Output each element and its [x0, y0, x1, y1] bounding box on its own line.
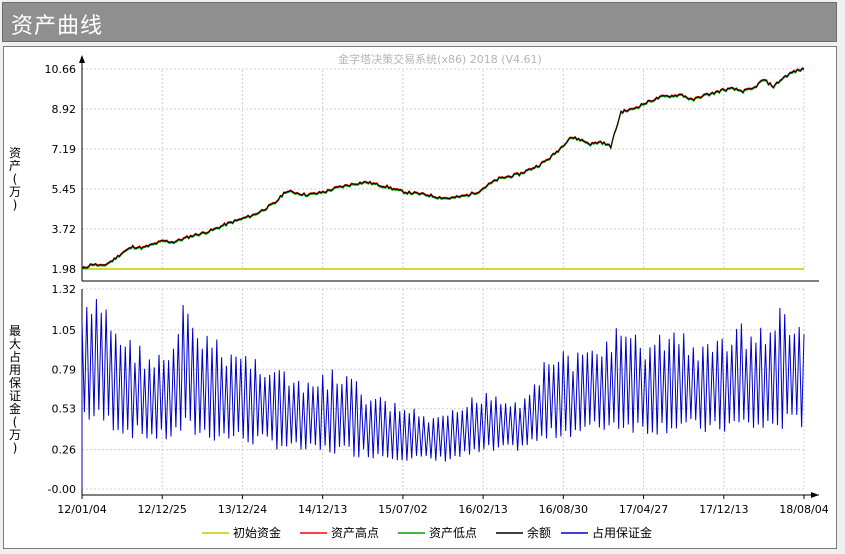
top-y-axis-arrow: [79, 55, 85, 63]
bottom-x-axis-arrow: [811, 492, 819, 498]
x-tick-label-7: 17/04/27: [619, 503, 668, 516]
legend-label-0: 初始资金: [233, 525, 281, 540]
top-y-tick-label-0: 1.98: [52, 263, 77, 276]
x-tick-label-4: 15/07/02: [378, 503, 427, 516]
x-tick-label-6: 16/08/30: [539, 503, 588, 516]
legend-label-1: 资产高点: [331, 525, 379, 540]
balance-line: [81, 67, 805, 269]
margin-used-line: [81, 298, 805, 489]
bottom-y-tick-label-4: 1.05: [52, 324, 77, 337]
title-bar: 资产曲线: [2, 2, 837, 42]
asset-curve-chart-panel: 金字塔决策交易系统(x86) 2018 (V4.61) 1.98 3.72 5.45…: [3, 46, 837, 549]
x-tick-label-2: 13/12/24: [218, 503, 267, 516]
x-tick-label-1: 12/12/25: [138, 503, 187, 516]
grid-lines: [81, 68, 805, 490]
x-tick-label-8: 17/12/13: [699, 503, 748, 516]
asset-curve-chart: 金字塔决策交易系统(x86) 2018 (V4.61) 1.98 3.72 5.45…: [9, 52, 829, 540]
bottom-y-axis-title: 最大占用保证金(万): [9, 324, 21, 455]
bottom-y-tick-label-1: 0.26: [52, 444, 77, 457]
chart-subtitle: 金字塔决策交易系统(x86) 2018 (V4.61): [338, 52, 542, 66]
top-y-tick-label-3: 7.19: [52, 143, 77, 156]
x-tick-label-9: 18/08/04: [779, 503, 828, 516]
top-y-tick-label-5: 10.66: [45, 63, 77, 76]
bottom-y-tick-label-2: 0.53: [52, 403, 77, 416]
bottom-y-tick-label-0: -0.00: [48, 483, 76, 496]
x-axis-tick-labels: 12/01/04 12/12/25 13/12/24 14/12/13 15/07/02…: [57, 503, 828, 516]
top-y-tick-label-1: 3.72: [52, 223, 77, 236]
top-y-tick-label-4: 8.92: [52, 103, 77, 116]
bottom-panel-series: [81, 298, 805, 489]
top-y-tick-label-2: 5.45: [52, 183, 77, 196]
top-y-axis-title: 资产(万): [9, 146, 21, 212]
bottom-y-tick-label-3: 0.79: [52, 363, 77, 376]
x-tick-label-0: 12/01/04: [57, 503, 106, 516]
legend: 初始资金 资产高点 资产低点 余额 占用保证金: [202, 525, 652, 540]
window-title: 资产曲线: [11, 14, 104, 39]
y-axis-tick-labels: 1.98 3.72 5.45 7.19 8.92 10.66 -0.00 0.26 0.53 0.…: [45, 63, 77, 496]
legend-label-4: 占用保证金: [592, 525, 652, 540]
x-tick-label-3: 14/12/13: [298, 503, 347, 516]
bottom-y-tick-label-5: 1.32: [52, 283, 77, 296]
x-tick-label-5: 16/02/13: [458, 503, 507, 516]
legend-label-3: 余额: [527, 525, 551, 540]
top-panel-series: [81, 67, 805, 270]
legend-label-2: 资产低点: [429, 526, 477, 540]
axis-titles: 资产(万) 最大占用保证金(万): [9, 146, 21, 455]
asset-low-line: [81, 68, 805, 270]
